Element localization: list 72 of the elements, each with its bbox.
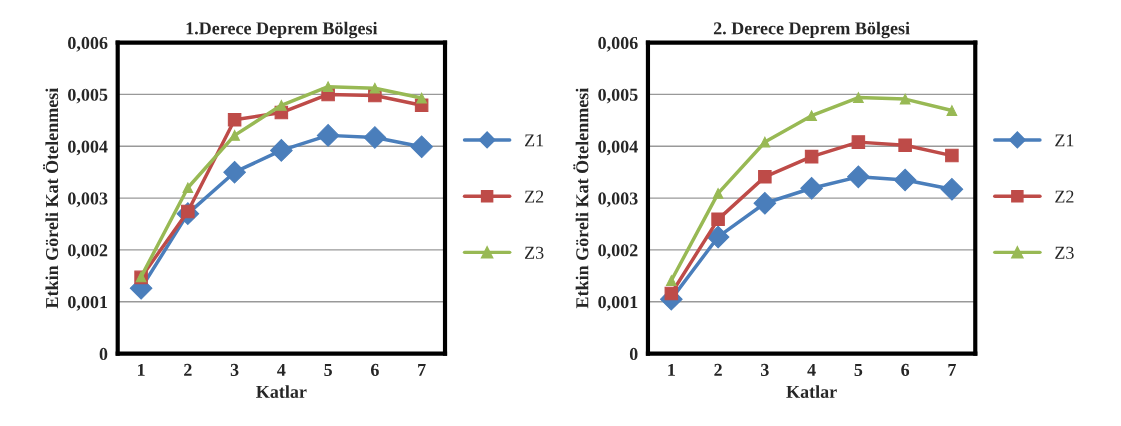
point [847, 165, 870, 189]
x-axis-title: Katlar [256, 385, 307, 398]
point [369, 82, 381, 94]
point [753, 191, 777, 215]
point [706, 225, 730, 249]
x-tick-label: 3 [230, 363, 239, 377]
y-tick-label: 0,001 [598, 296, 638, 311]
point [229, 129, 240, 141]
x-axis-title: Katlar [786, 385, 837, 398]
x-tick-label: 1 [668, 363, 675, 376]
point [711, 212, 725, 227]
point [800, 176, 823, 200]
point [940, 177, 964, 201]
x-tick-label: 1 [138, 363, 145, 376]
x-tick-label: 3 [761, 363, 769, 377]
x-tick-label: 6 [370, 363, 379, 377]
legend-label: Z2 [1055, 190, 1074, 203]
y-tick-label: 0,006 [598, 36, 638, 52]
y-tick-label: 0 [99, 347, 108, 361]
point [804, 149, 819, 164]
point [270, 139, 293, 162]
x-tick-label: 6 [901, 363, 910, 377]
x-tick-label: 2 [184, 363, 192, 376]
point [664, 286, 679, 301]
point [712, 188, 724, 199]
point [898, 138, 912, 152]
y-tick-label: 0,001 [68, 296, 108, 311]
point [223, 160, 246, 184]
point [945, 148, 959, 163]
point [851, 135, 866, 149]
legend-label: Z1 [524, 134, 544, 147]
x-tick-label: 5 [324, 364, 332, 377]
point [893, 168, 917, 192]
x-tick-label: 4 [277, 363, 286, 376]
y-tick-label: 0,004 [68, 140, 108, 156]
x-tick-label: 7 [418, 364, 426, 376]
y-tick-label: 0,002 [68, 244, 108, 259]
x-tick-label: 4 [807, 363, 816, 376]
y-tick-label: 0,002 [598, 244, 638, 259]
y-tick-label: 0,005 [68, 88, 108, 104]
point [316, 124, 340, 147]
legend-label: Z2 [524, 190, 544, 203]
point [227, 113, 242, 127]
x-tick-label: 5 [854, 364, 863, 377]
legend-label: Z3 [524, 246, 544, 259]
point [275, 99, 287, 111]
point [852, 92, 864, 103]
y-axis-title: Etkin Göreli Kat Ötelenmesi [42, 87, 59, 309]
y-axis-title: Etkin Göreli Kat Ötelenmesi [573, 87, 589, 309]
y-tick-label: 0,006 [68, 36, 108, 52]
legend-label: Z3 [1055, 246, 1074, 259]
point [759, 136, 771, 148]
point [946, 105, 958, 116]
point [806, 110, 817, 122]
point [758, 170, 772, 184]
y-tick-label: 0,003 [598, 192, 638, 208]
x-tick-label: 2 [714, 363, 722, 376]
x-tick-label: 7 [948, 364, 956, 376]
y-tick-label: 0,004 [598, 140, 638, 156]
chart-title: 1.Derece Deprem Bölgesi [186, 21, 378, 39]
point [363, 126, 387, 149]
point [899, 93, 911, 105]
point [322, 81, 334, 93]
legend-label: Z1 [1055, 134, 1074, 147]
y-tick-label: 0,005 [598, 88, 638, 104]
point [416, 92, 428, 104]
y-tick-label: 0,003 [68, 192, 108, 208]
y-tick-label: 0 [629, 347, 638, 361]
point [410, 135, 433, 159]
chart-title: 2. Derece Deprem Bölgesi [713, 21, 910, 39]
point [665, 275, 677, 286]
point [182, 182, 194, 194]
